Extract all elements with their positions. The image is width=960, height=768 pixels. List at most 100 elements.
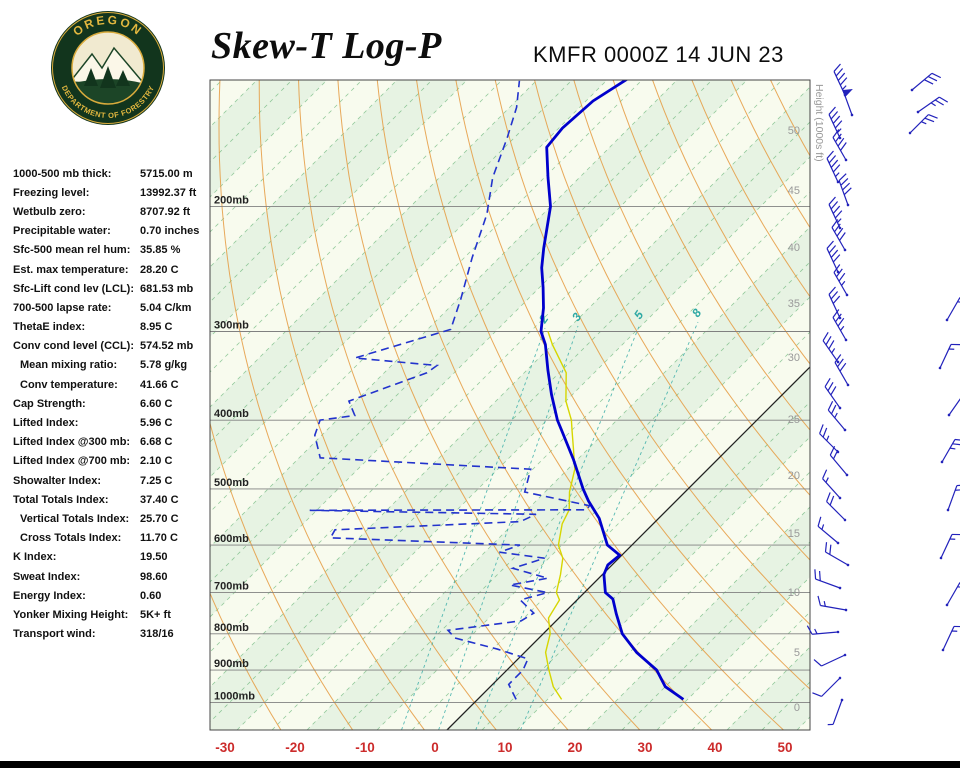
- temp-axis-labels: -30 -20 -10 0 10 20 30 40 50: [215, 740, 792, 755]
- wind-barb-icon: [828, 286, 842, 320]
- zero-isotherm-line: [446, 366, 810, 730]
- svg-text:30: 30: [637, 740, 652, 755]
- index-label: Lifted Index:: [13, 417, 79, 430]
- index-label: Cap Strength:: [13, 397, 86, 410]
- index-label: Sfc-500 mean rel hum:: [13, 244, 131, 257]
- index-value: 681.53 mb: [140, 282, 194, 295]
- index-label: Cross Totals Index:: [20, 532, 122, 545]
- indices-panel: 1000-500 mb thick: 5715.00 m Freezing leve…: [13, 164, 211, 644]
- wind-barb-icon: [826, 150, 841, 184]
- svg-text:900mb: 900mb: [214, 658, 249, 670]
- index-row: Sfc-500 mean rel hum: 35.85 %: [13, 241, 211, 260]
- wind-barb-icon: [833, 63, 848, 97]
- index-value: 5715.00 m: [140, 167, 193, 180]
- index-label: Energy Index:: [13, 589, 86, 602]
- index-label: K Index:: [13, 551, 57, 564]
- svg-text:0: 0: [794, 702, 800, 714]
- wind-barb-icon: [812, 676, 842, 697]
- index-row: Precipitable water: 0.70 inches: [13, 222, 211, 241]
- index-row: Total Totals Index: 37.40 C: [13, 490, 211, 509]
- wind-barb-icon: [827, 698, 844, 726]
- index-value: 574.52 mb: [140, 340, 194, 353]
- svg-text:-20: -20: [285, 740, 305, 755]
- index-value: 37.40 C: [140, 493, 179, 506]
- index-label: Showalter Index:: [13, 474, 102, 487]
- chart-frame: [209, 79, 811, 731]
- index-label: ThetaE index:: [13, 321, 86, 334]
- index-value: 25.70 C: [140, 512, 179, 525]
- wind-barb-icon: [828, 106, 843, 140]
- wind-barb-icon: [814, 569, 842, 590]
- svg-text:20: 20: [788, 470, 800, 482]
- index-row: Est. max temperature: 28.20 C: [13, 260, 211, 279]
- index-value: 8707.92 ft: [140, 205, 191, 218]
- wind-barb-icon: [833, 264, 849, 297]
- index-value: 35.85 %: [140, 244, 181, 257]
- index-row: K Index: 19.50: [13, 548, 211, 567]
- svg-text:10: 10: [788, 587, 800, 599]
- index-row: Energy Index: 0.60: [13, 586, 211, 605]
- index-row: 1000-500 mb thick: 5715.00 m: [13, 164, 211, 183]
- wind-barb-icon: [822, 469, 842, 500]
- index-value: 0.60: [140, 589, 162, 602]
- wind-barb-icon: [910, 72, 942, 92]
- wind-barb-icon: [829, 445, 849, 477]
- svg-text:1000mb: 1000mb: [214, 691, 255, 703]
- wind-barb-icon: [826, 492, 847, 522]
- index-label: Yonker Mixing Height:: [13, 608, 129, 621]
- wind-barb-icon: [831, 219, 847, 252]
- page-title: Skew-T Log-P: [211, 25, 442, 67]
- svg-text:500mb: 500mb: [214, 477, 249, 489]
- index-row: Transport wind: 318/16: [13, 625, 211, 644]
- svg-text:800mb: 800mb: [214, 622, 249, 634]
- svg-text:15: 15: [788, 528, 800, 540]
- svg-text:40: 40: [707, 740, 722, 755]
- svg-text:300mb: 300mb: [214, 319, 249, 331]
- svg-text:25: 25: [788, 414, 800, 426]
- wind-barb-icon: [832, 309, 848, 342]
- wind-barb-icon: [828, 196, 843, 230]
- svg-text:700mb: 700mb: [214, 581, 249, 593]
- index-row: Conv temperature: 41.66 C: [13, 375, 211, 394]
- index-row: Lifted Index @300 mb: 6.68 C: [13, 433, 211, 452]
- index-label: Lifted Index @300 mb:: [13, 436, 131, 449]
- index-value: 5.96 C: [140, 417, 173, 430]
- svg-text:-10: -10: [355, 740, 375, 755]
- wind-barb-icon: [806, 625, 840, 635]
- wind-barb-icon: [838, 173, 852, 207]
- index-row: Freezing level: 13992.37 ft: [13, 183, 211, 202]
- index-value: 2.10 C: [140, 455, 173, 468]
- svg-text:50: 50: [788, 125, 800, 137]
- height-axis-title: Height (1000s ft): [813, 84, 825, 162]
- wind-barb-icon: [832, 129, 848, 162]
- index-label: Sfc-Lift cond lev (LCL):: [13, 282, 134, 295]
- wind-barb-icon: [817, 516, 840, 545]
- wind-barb-icon: [908, 114, 938, 135]
- index-value: 6.68 C: [140, 436, 173, 449]
- index-value: 6.60 C: [140, 397, 173, 410]
- wind-barb-icon: [813, 653, 847, 667]
- index-label: Est. max temperature:: [13, 263, 129, 276]
- wind-barb-icon: [947, 393, 960, 417]
- index-label: Freezing level:: [13, 186, 90, 199]
- index-value: 5.04 C/km: [140, 301, 192, 314]
- index-label: Mean mixing ratio:: [20, 359, 118, 372]
- wind-barb-icon: [842, 88, 854, 117]
- temperature-trace: [539, 80, 685, 701]
- svg-text:0: 0: [431, 740, 439, 755]
- svg-text:30: 30: [788, 352, 800, 364]
- index-label: Conv temperature:: [20, 378, 118, 391]
- logo-tree-icon: [84, 68, 98, 86]
- pressure-lines: [210, 206, 810, 703]
- index-value: 0.70 inches: [140, 225, 200, 238]
- index-value: 19.50: [140, 551, 168, 564]
- bottom-bar: [0, 761, 960, 768]
- index-row: Cap Strength: 6.60 C: [13, 394, 211, 413]
- index-label: Transport wind:: [13, 628, 96, 641]
- index-row: Wetbulb zero: 8707.92 ft: [13, 202, 211, 221]
- index-label: Total Totals Index:: [13, 493, 109, 506]
- index-row: Lifted Index @700 mb: 2.10 C: [13, 452, 211, 471]
- station-datetime: KMFR 0000Z 14 JUN 23: [533, 42, 784, 67]
